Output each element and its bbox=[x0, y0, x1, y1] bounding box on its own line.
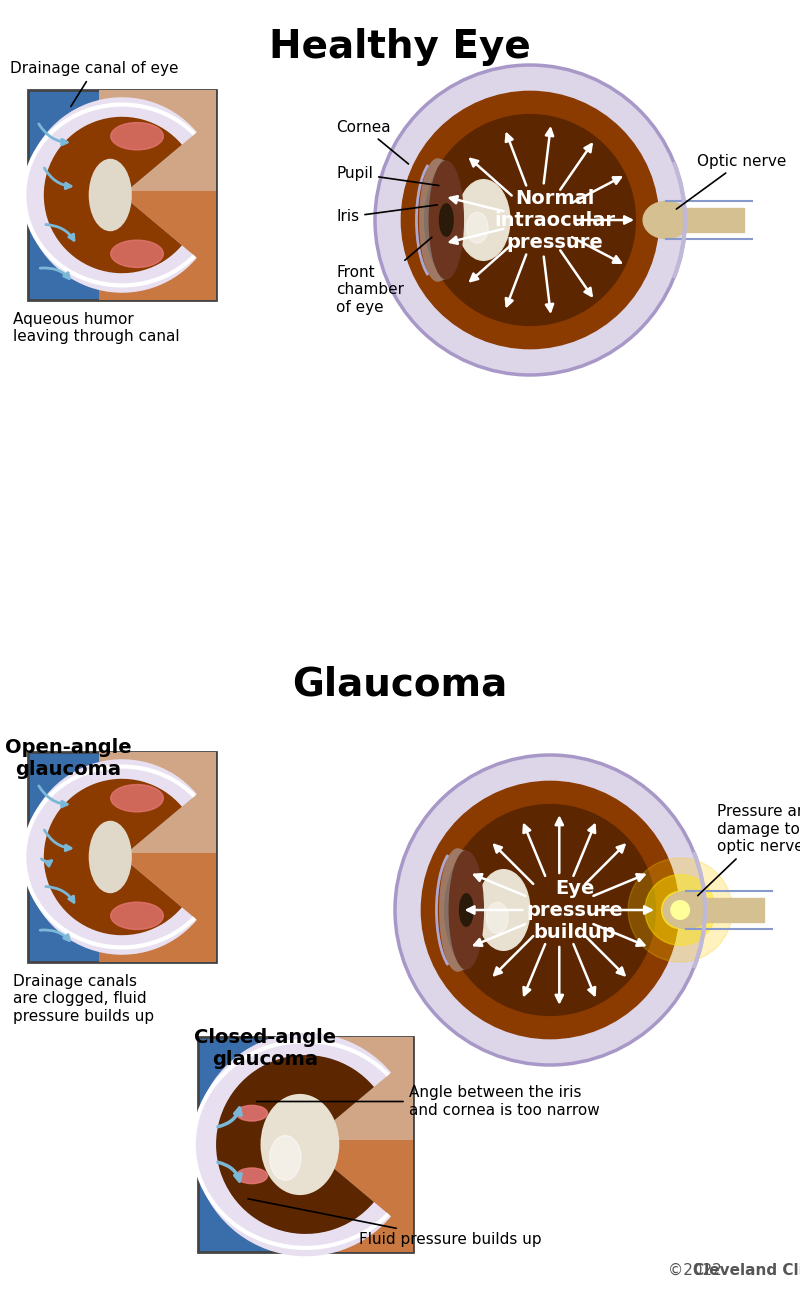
Ellipse shape bbox=[486, 902, 508, 933]
Text: Front
chamber
of eye: Front chamber of eye bbox=[336, 238, 432, 315]
FancyBboxPatch shape bbox=[28, 751, 216, 962]
Ellipse shape bbox=[457, 179, 510, 260]
Circle shape bbox=[425, 114, 635, 325]
Ellipse shape bbox=[110, 784, 163, 811]
FancyBboxPatch shape bbox=[99, 751, 216, 962]
Text: Glaucoma: Glaucoma bbox=[292, 666, 508, 703]
Ellipse shape bbox=[466, 212, 488, 243]
Text: Drainage canals
are clogged, fluid
pressure builds up: Drainage canals are clogged, fluid press… bbox=[13, 974, 154, 1024]
Wedge shape bbox=[24, 759, 197, 954]
Text: Drainage canal of eye: Drainage canal of eye bbox=[10, 61, 178, 107]
Wedge shape bbox=[216, 1056, 374, 1234]
Text: Aqueous humor
leaving through canal: Aqueous humor leaving through canal bbox=[13, 312, 180, 344]
Text: ©2022: ©2022 bbox=[668, 1264, 726, 1278]
Text: Pressure and
damage to
optic nerve: Pressure and damage to optic nerve bbox=[698, 805, 800, 896]
Circle shape bbox=[395, 755, 705, 1065]
FancyBboxPatch shape bbox=[28, 90, 216, 300]
Text: Cornea: Cornea bbox=[336, 120, 409, 164]
Ellipse shape bbox=[110, 902, 163, 930]
Circle shape bbox=[402, 91, 658, 348]
FancyBboxPatch shape bbox=[99, 90, 216, 191]
Ellipse shape bbox=[439, 204, 453, 237]
FancyBboxPatch shape bbox=[280, 1037, 413, 1140]
FancyBboxPatch shape bbox=[198, 1037, 413, 1252]
Text: Fluid pressure builds up: Fluid pressure builds up bbox=[248, 1199, 542, 1247]
Ellipse shape bbox=[430, 161, 463, 280]
Wedge shape bbox=[24, 98, 197, 292]
Ellipse shape bbox=[450, 852, 483, 968]
Wedge shape bbox=[44, 117, 182, 273]
Circle shape bbox=[375, 65, 685, 374]
Text: Healthy Eye: Healthy Eye bbox=[269, 29, 531, 66]
FancyBboxPatch shape bbox=[99, 90, 216, 300]
Text: Closed-angle
glaucoma: Closed-angle glaucoma bbox=[194, 1028, 336, 1069]
Ellipse shape bbox=[110, 240, 163, 268]
Polygon shape bbox=[439, 848, 468, 972]
Text: Optic nerve: Optic nerve bbox=[676, 153, 786, 209]
Text: Pupil: Pupil bbox=[336, 166, 439, 186]
Circle shape bbox=[422, 781, 678, 1039]
Ellipse shape bbox=[90, 160, 130, 230]
FancyBboxPatch shape bbox=[99, 751, 216, 853]
Circle shape bbox=[445, 805, 655, 1015]
Wedge shape bbox=[44, 779, 182, 935]
Ellipse shape bbox=[236, 1167, 267, 1183]
Ellipse shape bbox=[110, 122, 163, 150]
Wedge shape bbox=[194, 1032, 391, 1256]
Ellipse shape bbox=[262, 1096, 338, 1193]
Text: Normal
intraocular
pressure: Normal intraocular pressure bbox=[494, 188, 615, 251]
Ellipse shape bbox=[663, 892, 710, 928]
FancyBboxPatch shape bbox=[280, 1037, 413, 1252]
Circle shape bbox=[628, 858, 732, 962]
Ellipse shape bbox=[477, 870, 530, 950]
Polygon shape bbox=[419, 159, 448, 282]
Ellipse shape bbox=[459, 894, 473, 926]
Text: Cleveland Clinic: Cleveland Clinic bbox=[693, 1264, 800, 1278]
Text: Eye
pressure
buildup: Eye pressure buildup bbox=[526, 879, 623, 941]
Ellipse shape bbox=[236, 1105, 267, 1121]
Text: Open-angle
glaucoma: Open-angle glaucoma bbox=[5, 738, 131, 779]
Circle shape bbox=[662, 892, 699, 928]
Ellipse shape bbox=[643, 202, 690, 239]
Ellipse shape bbox=[270, 1136, 301, 1180]
Text: Angle between the iris
and cornea is too narrow: Angle between the iris and cornea is too… bbox=[257, 1086, 599, 1118]
FancyBboxPatch shape bbox=[686, 898, 764, 922]
Circle shape bbox=[645, 875, 715, 945]
Circle shape bbox=[671, 901, 690, 919]
FancyBboxPatch shape bbox=[666, 208, 744, 231]
Text: Iris: Iris bbox=[336, 205, 438, 225]
Ellipse shape bbox=[90, 822, 130, 892]
